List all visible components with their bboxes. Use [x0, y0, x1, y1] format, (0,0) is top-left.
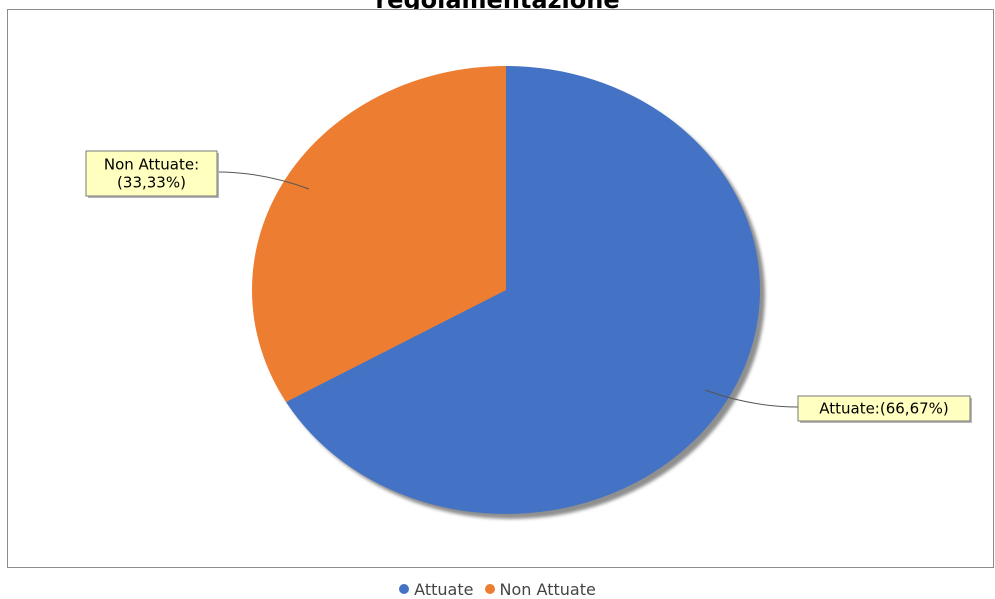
pie-slice-non-attuate[interactable]: [251, 66, 506, 402]
pie-slice-attuate[interactable]: [286, 66, 760, 514]
callout-box-attuate: [797, 395, 971, 422]
legend-swatch-attuate: [399, 584, 410, 594]
legend: Attuate Non Attuate: [0, 579, 995, 599]
callout-label-attuate: Attuate:(66,67%): [819, 400, 949, 418]
callout-label-non-attuate: Non Attuate: (33,33%): [104, 156, 199, 192]
legend-label-attuate: Attuate: [414, 579, 474, 599]
legend-label-non-attuate: Non Attuate: [499, 579, 596, 599]
legend-swatch-non-attuate: [484, 584, 495, 594]
callout-line-attuate: [704, 389, 799, 408]
legend-item-attuate[interactable]: Attuate: [399, 580, 473, 599]
legend-item-non-attuate[interactable]: Non Attuate: [484, 579, 596, 599]
callout-line-non-attuate: [216, 171, 310, 190]
callout-box-non-attuate: [85, 150, 218, 197]
